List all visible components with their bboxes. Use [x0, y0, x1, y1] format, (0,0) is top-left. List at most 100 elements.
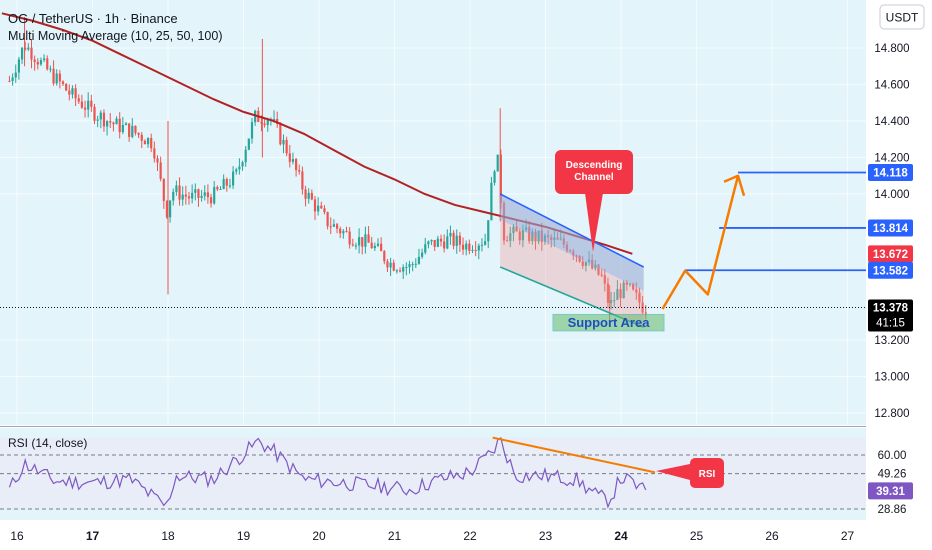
- price-label-badge: [868, 261, 913, 279]
- candle-body: [65, 83, 68, 91]
- candle-body: [553, 237, 556, 241]
- candle-body: [323, 208, 326, 213]
- candle-body: [411, 264, 414, 266]
- candle-body: [430, 239, 433, 242]
- candle-body: [499, 154, 502, 204]
- candle-body: [361, 237, 364, 247]
- candle-body: [99, 112, 102, 120]
- time-tick-label: 27: [841, 529, 855, 543]
- countdown-label: 41:15: [876, 318, 905, 330]
- candle-body: [632, 283, 635, 290]
- candle-body: [358, 237, 361, 246]
- candle-body: [436, 238, 439, 247]
- price-tick-label: 14.800: [874, 43, 909, 55]
- rsi-callout-pointer: [656, 464, 690, 480]
- time-tick-label: 24: [614, 529, 628, 543]
- candle-body: [87, 100, 90, 110]
- candle-body: [169, 200, 172, 218]
- candle-body: [594, 264, 597, 269]
- candle-body: [241, 162, 244, 167]
- candle-body: [572, 251, 575, 256]
- candle-body: [348, 231, 351, 245]
- time-tick-label: 23: [539, 529, 553, 543]
- candle-body: [581, 261, 584, 266]
- candle-body: [124, 123, 128, 125]
- candle-body: [335, 224, 339, 229]
- candle-body: [291, 159, 295, 162]
- rsi-line: [8, 436, 647, 509]
- candle-body: [285, 139, 288, 154]
- candle-body: [121, 124, 124, 133]
- candle-body: [272, 118, 276, 120]
- candle-body: [383, 251, 386, 262]
- candle-body: [575, 255, 578, 257]
- candle-body: [502, 203, 506, 241]
- candle-body: [584, 262, 587, 266]
- candle-body: [244, 149, 247, 163]
- candle-body: [603, 275, 606, 284]
- rsi-tick-label: 28.86: [878, 504, 907, 516]
- symbol-title: OG / TetherUS · 1h · Binance: [8, 11, 178, 26]
- candle-body: [427, 241, 430, 245]
- candle-body: [458, 235, 461, 245]
- candle-body: [49, 68, 52, 70]
- candle-body: [414, 263, 417, 265]
- candle-body: [392, 262, 395, 271]
- candle-body: [600, 274, 603, 276]
- rsi-callout-box[interactable]: [690, 458, 724, 488]
- rsi-value-badge: [868, 482, 913, 500]
- rsi-trendline[interactable]: [492, 436, 656, 474]
- candle-body: [225, 179, 228, 186]
- channel-upper-line[interactable]: [499, 193, 645, 268]
- rsi-tick-label: 60.00: [878, 450, 907, 462]
- time-axis-background: [0, 520, 932, 550]
- candle-body: [266, 119, 269, 126]
- candle-body: [339, 228, 342, 234]
- candle-body: [326, 212, 329, 227]
- candle-body: [27, 47, 30, 50]
- currency-button[interactable]: USDT: [879, 4, 925, 30]
- candle-body: [43, 58, 46, 61]
- support-area-box[interactable]: [552, 313, 665, 332]
- candle-body: [74, 88, 77, 99]
- candle-body: [417, 256, 421, 264]
- candle-body: [389, 262, 392, 268]
- candle-body: [128, 123, 131, 137]
- moving-average-line: [1, 12, 633, 255]
- candle-body: [550, 236, 553, 241]
- candle-body: [619, 289, 622, 299]
- candle-body: [36, 61, 39, 65]
- candle-body: [376, 243, 380, 246]
- projection-arrow-head: [723, 174, 746, 197]
- candle-body: [222, 179, 225, 189]
- candle-body: [439, 238, 443, 242]
- candle-body: [247, 138, 250, 150]
- candle-body: [446, 236, 449, 249]
- candle-body: [143, 140, 146, 145]
- candle-body: [39, 60, 43, 65]
- candle-body: [613, 300, 616, 302]
- candle-body: [471, 250, 474, 252]
- candle-body: [109, 121, 112, 123]
- channel-callout-box[interactable]: [555, 150, 633, 194]
- candle-body: [134, 125, 137, 133]
- currency-label: USDT: [886, 11, 919, 25]
- candle-body: [213, 186, 216, 204]
- candle-body: [165, 200, 169, 218]
- price-tick-label: 14.400: [874, 116, 909, 128]
- candle-body: [565, 244, 569, 251]
- price-label-badge: [868, 219, 913, 237]
- candle-body: [569, 250, 572, 252]
- candle-body: [367, 234, 370, 243]
- candle-body: [587, 259, 591, 263]
- candle-body: [307, 192, 310, 199]
- candle-body: [562, 238, 565, 245]
- support-area-label: Support Area: [568, 315, 651, 330]
- candle-body: [622, 282, 625, 299]
- candle-body: [345, 231, 348, 233]
- candle-body: [8, 80, 11, 82]
- candle-body: [203, 192, 206, 196]
- candle-body: [487, 220, 490, 242]
- time-tick-label: 25: [690, 529, 704, 543]
